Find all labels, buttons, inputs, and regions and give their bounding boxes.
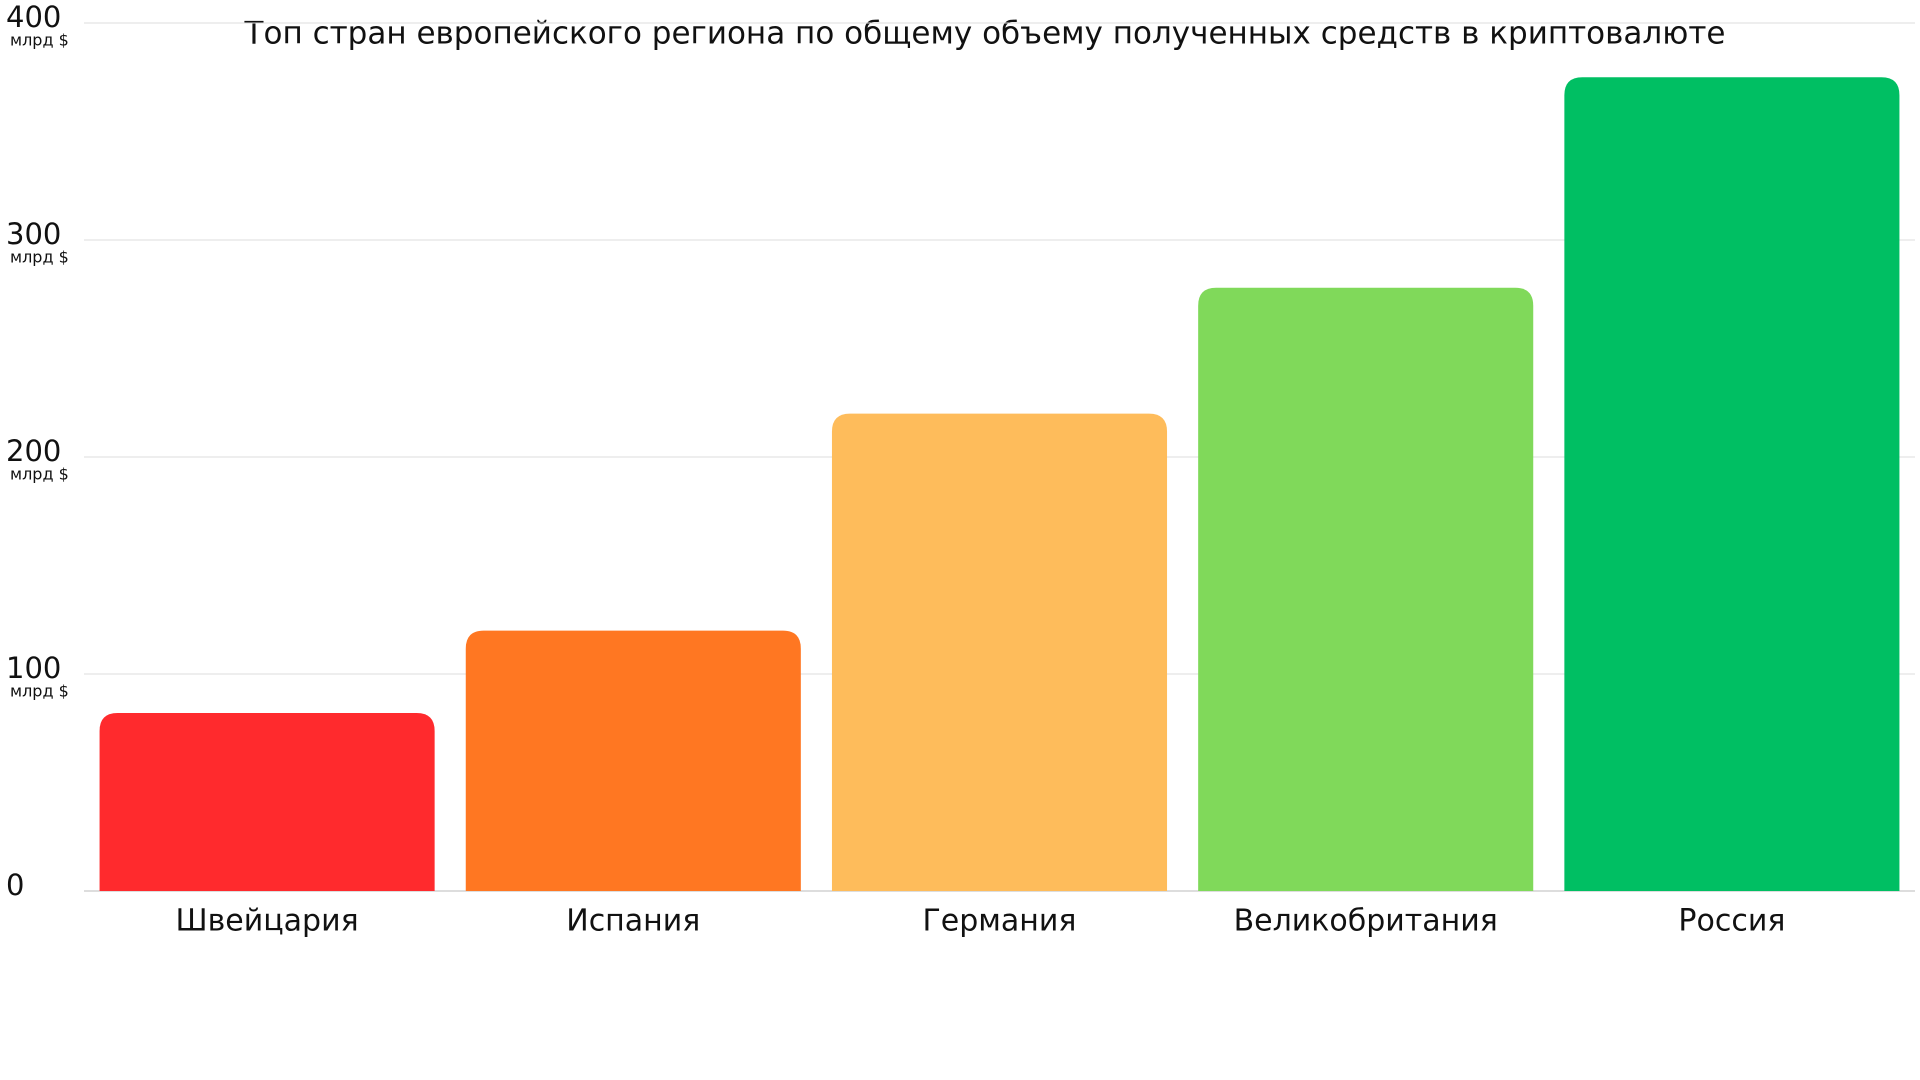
bar: [99, 713, 435, 891]
chart-title: Топ стран европейского региона по общему…: [244, 16, 1726, 52]
y-tick-label: 100: [6, 651, 61, 685]
y-tick-label: 0: [6, 868, 24, 902]
x-tick-label: Германия: [923, 904, 1077, 939]
bar: [465, 630, 801, 891]
x-tick-label: Испания: [566, 904, 700, 939]
x-tick-label: Швейцария: [176, 904, 359, 939]
y-unit-label: млрд $: [10, 31, 69, 50]
x-tick-label: Россия: [1678, 904, 1785, 939]
y-unit-label: млрд $: [10, 465, 69, 484]
y-unit-label: млрд $: [10, 248, 69, 267]
y-tick-label: 300: [6, 217, 61, 251]
bar: [1564, 77, 1900, 891]
y-tick-label: 200: [6, 434, 61, 468]
x-tick-label: Великобритания: [1234, 904, 1498, 939]
y-tick-label: 400: [6, 0, 61, 34]
y-unit-label: млрд $: [10, 682, 69, 701]
bar: [831, 413, 1168, 891]
bar: [1198, 287, 1534, 891]
